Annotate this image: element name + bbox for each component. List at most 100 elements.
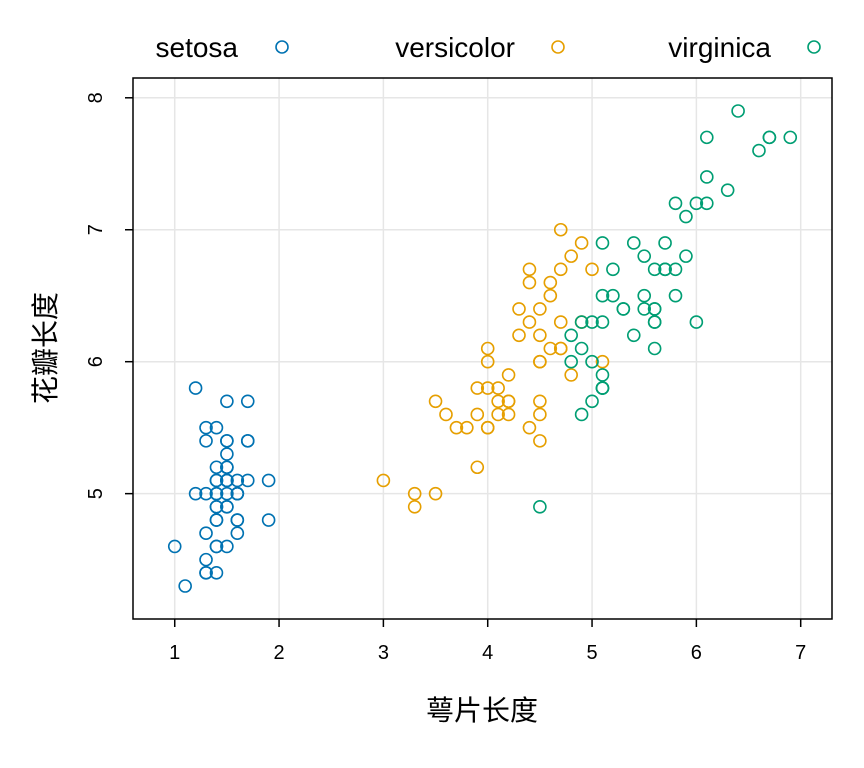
data-point-versicolor bbox=[470, 381, 485, 395]
data-point-virginica bbox=[720, 183, 735, 197]
data-point-virginica bbox=[679, 209, 693, 224]
data-point-virginica bbox=[689, 196, 704, 211]
data-point-virginica bbox=[700, 196, 714, 211]
data-point-versicolor bbox=[480, 381, 495, 395]
legend-label-versicolor: versicolor bbox=[395, 32, 515, 63]
data-point-virginica bbox=[533, 500, 547, 514]
data-point-versicolor bbox=[491, 381, 505, 395]
y-tick-label: 6 bbox=[85, 356, 107, 367]
data-point-setosa bbox=[220, 394, 234, 409]
data-point-setosa bbox=[240, 473, 255, 488]
data-point-versicolor bbox=[449, 420, 464, 435]
data-point-virginica bbox=[606, 262, 620, 277]
data-point-setosa bbox=[199, 434, 213, 448]
data-point-virginica bbox=[574, 341, 589, 356]
data-point-setosa bbox=[199, 486, 213, 501]
y-tick-label: 5 bbox=[85, 488, 107, 499]
data-point-setosa bbox=[199, 526, 213, 541]
data-point-versicolor bbox=[522, 262, 537, 277]
data-point-virginica bbox=[616, 302, 631, 316]
data-point-setosa bbox=[209, 460, 224, 475]
data-point-virginica bbox=[731, 104, 745, 118]
data-point-virginica bbox=[574, 315, 589, 329]
legend: setosa versicolor virginica bbox=[156, 32, 821, 63]
data-point-versicolor bbox=[460, 420, 474, 435]
data-point-versicolor bbox=[522, 315, 537, 329]
data-point-versicolor bbox=[407, 500, 422, 514]
legend-marker-versicolor bbox=[551, 40, 565, 54]
data-point-setosa bbox=[220, 486, 234, 501]
legend-label-setosa: setosa bbox=[156, 32, 239, 63]
x-tick-label: 1 bbox=[169, 642, 180, 664]
data-point-setosa bbox=[188, 486, 203, 501]
data-point-versicolor bbox=[564, 368, 578, 382]
data-point-virginica bbox=[585, 394, 599, 409]
data-point-virginica bbox=[606, 288, 620, 303]
data-point-virginica bbox=[626, 328, 641, 343]
legend-marker-virginica bbox=[807, 40, 821, 54]
data-point-versicolor bbox=[543, 341, 558, 356]
data-point-virginica bbox=[752, 143, 766, 158]
data-point-virginica bbox=[668, 288, 683, 303]
data-point-setosa bbox=[199, 566, 213, 580]
data-point-versicolor bbox=[470, 407, 485, 422]
data-point-virginica bbox=[595, 368, 610, 382]
data-point-setosa bbox=[240, 394, 255, 409]
data-point-versicolor bbox=[501, 407, 516, 422]
data-point-virginica bbox=[595, 236, 610, 250]
data-point-virginica bbox=[762, 130, 777, 145]
data-point-virginica bbox=[647, 315, 662, 329]
y-tick-label: 8 bbox=[85, 92, 107, 103]
data-point-versicolor bbox=[470, 460, 485, 475]
data-point-versicolor bbox=[522, 275, 537, 290]
axes: 1 2 3 4 5 6 7 5 6 7 8 bbox=[85, 77, 833, 664]
data-point-virginica bbox=[783, 130, 798, 145]
data-point-virginica bbox=[595, 381, 610, 395]
data-point-versicolor bbox=[428, 394, 443, 409]
data-point-virginica bbox=[585, 354, 599, 369]
data-point-setosa bbox=[220, 460, 234, 475]
data-point-versicolor bbox=[574, 236, 589, 250]
data-point-setosa bbox=[167, 539, 182, 554]
data-point-versicolor bbox=[553, 222, 568, 237]
data-point-versicolor bbox=[522, 420, 537, 435]
x-tick-label: 7 bbox=[795, 642, 806, 664]
data-point-versicolor bbox=[512, 328, 526, 343]
data-point-setosa bbox=[209, 539, 224, 554]
data-point-versicolor bbox=[533, 434, 547, 448]
data-point-setosa bbox=[240, 434, 255, 448]
data-point-versicolor bbox=[501, 394, 516, 409]
data-point-versicolor bbox=[533, 328, 547, 343]
data-point-setosa bbox=[230, 513, 245, 527]
data-point-setosa bbox=[188, 381, 203, 395]
data-point-setosa bbox=[220, 447, 234, 461]
x-tick-label: 2 bbox=[273, 642, 284, 664]
data-point-virginica bbox=[668, 196, 683, 211]
data-point-versicolor bbox=[595, 354, 610, 369]
data-point-versicolor bbox=[480, 420, 495, 435]
data-points bbox=[167, 104, 798, 593]
data-point-versicolor bbox=[491, 394, 505, 409]
data-point-setosa bbox=[220, 539, 234, 554]
data-point-setosa bbox=[220, 434, 234, 448]
data-point-virginica bbox=[658, 236, 672, 250]
data-point-setosa bbox=[209, 566, 224, 580]
data-point-virginica bbox=[626, 236, 641, 250]
data-point-setosa bbox=[199, 420, 213, 435]
data-point-versicolor bbox=[407, 486, 422, 501]
data-point-versicolor bbox=[553, 341, 568, 356]
x-tick-label: 5 bbox=[586, 642, 597, 664]
data-point-virginica bbox=[700, 170, 714, 184]
data-point-virginica bbox=[647, 341, 662, 356]
data-point-versicolor bbox=[512, 302, 526, 316]
y-axis-label: 花瓣长度 bbox=[30, 292, 61, 404]
data-point-versicolor bbox=[533, 407, 547, 422]
data-point-versicolor bbox=[480, 354, 495, 369]
data-point-virginica bbox=[637, 288, 652, 303]
data-point-virginica bbox=[595, 315, 610, 329]
y-tick-label: 7 bbox=[85, 224, 107, 235]
data-point-versicolor bbox=[491, 407, 505, 422]
legend-marker-setosa bbox=[275, 40, 289, 54]
data-point-virginica bbox=[564, 354, 578, 369]
